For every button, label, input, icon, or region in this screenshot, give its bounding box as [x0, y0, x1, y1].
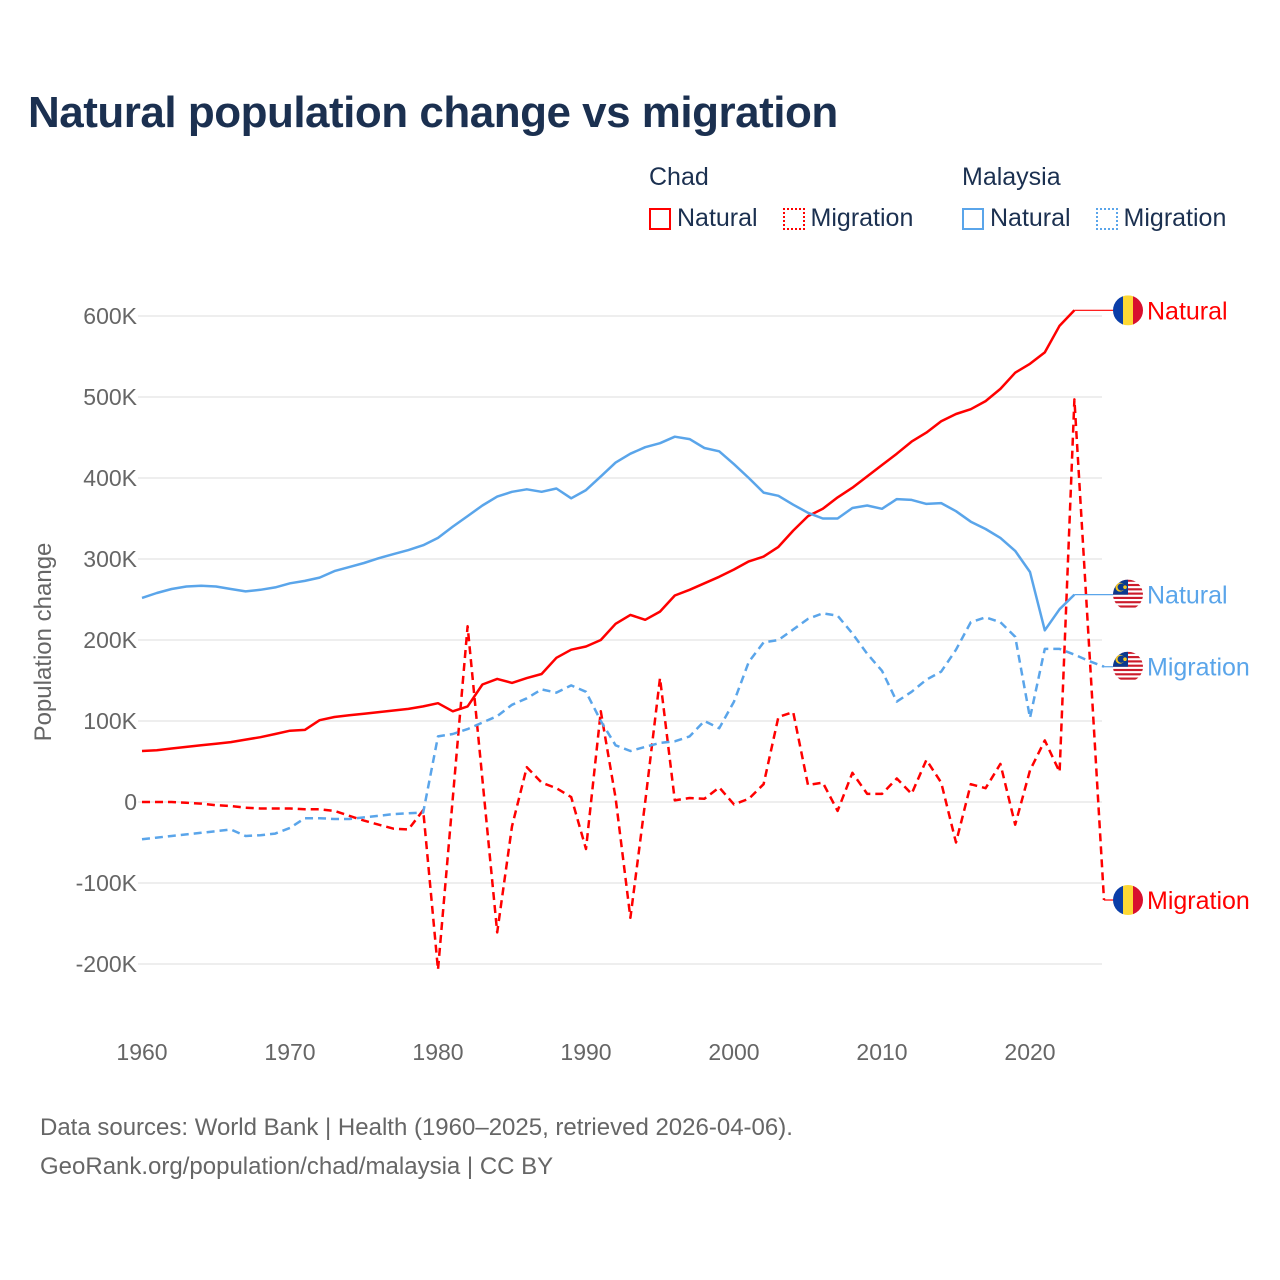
legend-group-label: Chad: [649, 163, 709, 191]
x-tick-label: 1970: [264, 1039, 315, 1065]
legend-label: Migration: [810, 204, 914, 232]
chad-flag-icon: [1113, 885, 1143, 916]
series-end-label: Migration: [1147, 887, 1250, 915]
legend-item-malaysia-natural[interactable]: Natural: [962, 204, 1071, 233]
series-end-label: Migration: [1147, 654, 1250, 682]
y-tick-label: 500K: [83, 384, 137, 410]
y-axis-label: Population change: [30, 543, 57, 742]
legend-group-label: Malaysia: [962, 163, 1061, 191]
end-labels: Natural Migration Natural Migration: [1074, 295, 1250, 916]
series-line-chad-migration[interactable]: [142, 398, 1106, 971]
y-tick-label: 400K: [83, 465, 137, 491]
legend-swatch-dotted: [782, 207, 805, 230]
y-tick-label: 0: [124, 789, 137, 815]
attribution-link[interactable]: GeoRank.org/population/chad/malaysia | C…: [40, 1153, 554, 1180]
x-tick-label: 1990: [560, 1039, 611, 1065]
legend-label: Migration: [1123, 204, 1227, 232]
legend-item-malaysia-migration[interactable]: Migration: [1095, 204, 1227, 233]
series-end-label: Natural: [1147, 582, 1228, 610]
legend-item-chad-migration[interactable]: Migration: [782, 204, 914, 233]
series-line-chad-natural[interactable]: [141, 309, 1076, 753]
legend-swatch-dotted: [1095, 207, 1118, 230]
x-tick-label: 1960: [116, 1039, 167, 1065]
y-tick-label: 100K: [83, 708, 137, 734]
series-line-malaysia-natural[interactable]: [141, 435, 1076, 632]
gridlines: [138, 315, 1102, 965]
malaysia-flag-icon: [1113, 579, 1143, 610]
legend-item-chad-natural[interactable]: Natural: [649, 204, 758, 233]
legend-group-malaysia: Malaysia Natural Migration: [962, 163, 1226, 237]
y-tick-label: 600K: [83, 303, 137, 329]
x-tick-label: 2020: [1004, 1039, 1055, 1065]
data-source-note: Data sources: World Bank | Health (1960–…: [40, 1114, 793, 1141]
x-tick-label: 2000: [708, 1039, 759, 1065]
legend-swatch-solid: [962, 207, 984, 230]
y-tick-label: -200K: [76, 951, 138, 977]
y-tick-label: 300K: [83, 546, 137, 572]
x-axis-ticks: 1960 1970 1980 1990 2000 2010 2020: [116, 1039, 1055, 1065]
series-lines: [141, 309, 1106, 971]
x-tick-label: 1980: [412, 1039, 463, 1065]
legend-label: Natural: [677, 204, 758, 232]
legend-group-chad: Chad Natural Migration: [649, 163, 931, 237]
malaysia-flag-icon: [1113, 651, 1143, 682]
footer: Data sources: World Bank | Health (1960–…: [40, 1108, 793, 1186]
chart-title: Natural population change vs migration: [28, 88, 838, 137]
y-axis-ticks: 600K 500K 400K 300K 200K 100K 0 -100K -200K: [76, 303, 138, 977]
x-tick-label: 2010: [856, 1039, 907, 1065]
chad-flag-icon: [1113, 295, 1143, 326]
series-end-label: Natural: [1147, 297, 1228, 325]
legend-swatch-solid: [649, 207, 671, 230]
series-line-malaysia-migration[interactable]: [141, 612, 1105, 841]
y-tick-label: 200K: [83, 627, 137, 653]
y-tick-label: -100K: [76, 870, 138, 896]
legend-label: Natural: [990, 204, 1071, 232]
